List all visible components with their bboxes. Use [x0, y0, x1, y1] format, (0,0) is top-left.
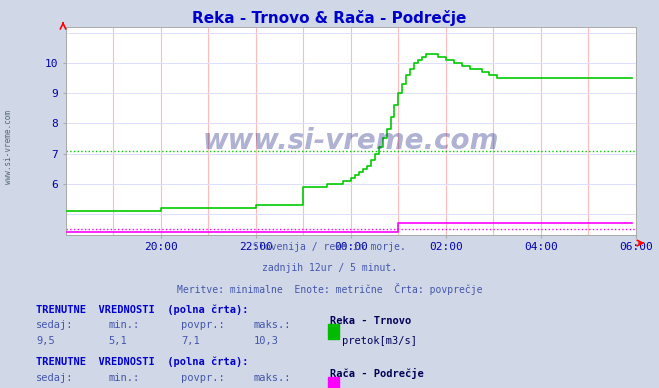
Text: 9,5: 9,5	[36, 336, 55, 346]
Text: www.si-vreme.com: www.si-vreme.com	[203, 127, 499, 155]
Text: 10,3: 10,3	[254, 336, 279, 346]
Text: maks.:: maks.:	[254, 373, 291, 383]
Text: Meritve: minimalne  Enote: metrične  Črta: povprečje: Meritve: minimalne Enote: metrične Črta:…	[177, 283, 482, 295]
Text: Slovenija / reke in morje.: Slovenija / reke in morje.	[253, 242, 406, 253]
Text: sedaj:: sedaj:	[36, 373, 74, 383]
Text: 7,1: 7,1	[181, 336, 200, 346]
Text: pretok[m3/s]: pretok[m3/s]	[342, 336, 417, 346]
Text: Reka - Trnovo: Reka - Trnovo	[330, 316, 411, 326]
Text: TRENUTNE  VREDNOSTI  (polna črta):: TRENUTNE VREDNOSTI (polna črta):	[36, 357, 248, 367]
Text: www.si-vreme.com: www.si-vreme.com	[4, 111, 13, 184]
Text: povpr.:: povpr.:	[181, 373, 225, 383]
Text: povpr.:: povpr.:	[181, 320, 225, 331]
Text: maks.:: maks.:	[254, 320, 291, 331]
Text: zadnjih 12ur / 5 minut.: zadnjih 12ur / 5 minut.	[262, 263, 397, 273]
Text: TRENUTNE  VREDNOSTI  (polna črta):: TRENUTNE VREDNOSTI (polna črta):	[36, 305, 248, 315]
Text: min.:: min.:	[109, 320, 140, 331]
Text: 5,1: 5,1	[109, 336, 127, 346]
Text: Rača - Podrečje: Rača - Podrečje	[330, 368, 423, 379]
Text: min.:: min.:	[109, 373, 140, 383]
Text: Reka - Trnovo & Rača - Podrečje: Reka - Trnovo & Rača - Podrečje	[192, 10, 467, 26]
Text: sedaj:: sedaj:	[36, 320, 74, 331]
